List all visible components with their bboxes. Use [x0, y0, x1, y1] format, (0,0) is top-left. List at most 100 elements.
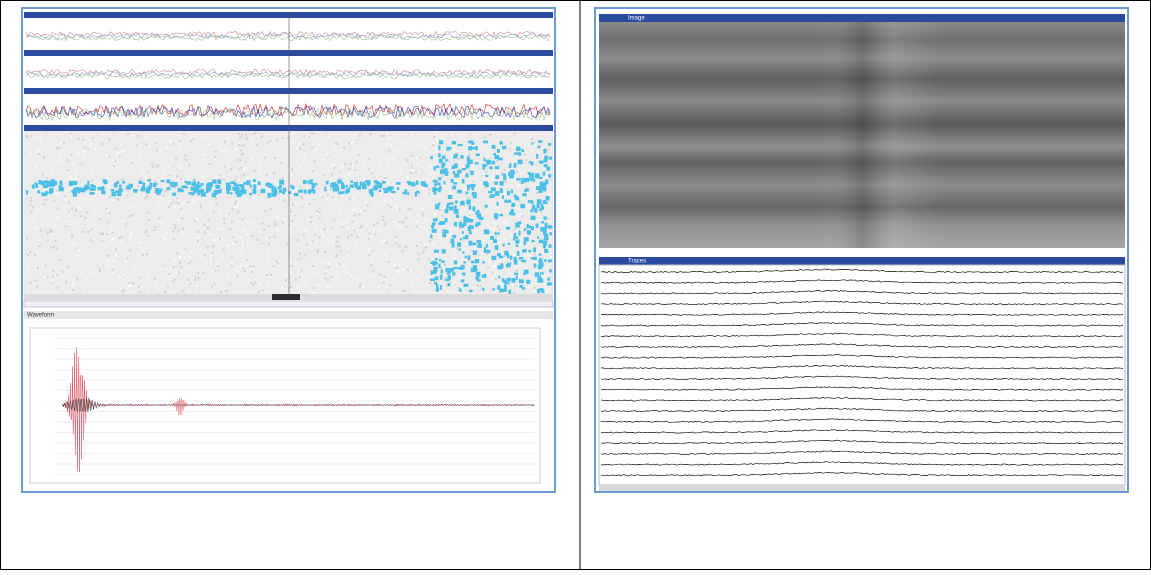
speckle [119, 184, 121, 189]
speckle [407, 269, 409, 271]
speckle [354, 206, 356, 208]
speckle [457, 242, 461, 246]
speckle [276, 280, 278, 282]
speckle [521, 165, 523, 167]
speckle [38, 245, 40, 247]
speckle [206, 228, 208, 230]
speckle [481, 240, 483, 242]
speckle [169, 140, 171, 142]
speckle [260, 160, 262, 162]
speckle [322, 196, 324, 198]
speckle [67, 270, 69, 272]
speckle [509, 163, 512, 167]
speckle [516, 148, 520, 151]
speckle [354, 214, 356, 216]
speckle [354, 244, 356, 246]
speckle [539, 253, 542, 255]
speckle [433, 180, 438, 183]
speckle [412, 261, 414, 263]
speckle [535, 173, 538, 178]
speckle [173, 221, 175, 223]
speckle [87, 148, 89, 150]
speckle [504, 239, 506, 241]
speckle [271, 139, 273, 141]
speckle [494, 213, 498, 217]
speckle [462, 273, 465, 276]
speckle [77, 153, 79, 155]
speckle [472, 206, 475, 211]
speckle [62, 271, 64, 273]
speckle [101, 143, 103, 145]
speckle [382, 215, 384, 217]
speckle [162, 290, 164, 292]
speckle [220, 291, 222, 293]
speckle [535, 272, 539, 277]
speckle [383, 188, 387, 190]
speckle [169, 174, 171, 176]
speckle [179, 206, 181, 208]
speckle [35, 166, 37, 168]
speckle [295, 263, 297, 265]
speckle [430, 156, 433, 159]
speckle [187, 201, 189, 203]
speckle [339, 250, 341, 252]
speckle [512, 278, 516, 283]
speckle [44, 276, 46, 278]
speckle [106, 265, 108, 267]
speckle [371, 192, 374, 196]
speckle [529, 161, 532, 163]
speckle [456, 214, 459, 218]
speckle [533, 257, 537, 260]
speckle [433, 136, 435, 138]
speckle [372, 169, 374, 171]
speckle [106, 221, 108, 223]
panel-title: Waveform [27, 313, 54, 319]
speckle [387, 204, 389, 206]
speckle [155, 181, 157, 183]
speckle [368, 248, 370, 250]
speckle [184, 155, 186, 157]
speckle [499, 202, 501, 204]
speckle [539, 247, 541, 249]
speckle [125, 226, 127, 228]
speckle [518, 160, 523, 165]
speckle [307, 219, 309, 221]
speckle [73, 192, 77, 197]
speckle [290, 271, 292, 273]
speckle [102, 233, 104, 235]
speckle [523, 170, 525, 172]
speckle [391, 191, 396, 193]
speckle [327, 262, 329, 264]
speckle [481, 252, 483, 254]
speckle [477, 285, 479, 287]
speckle [76, 279, 78, 281]
speckle [524, 237, 529, 241]
speckle [147, 273, 149, 275]
speckle [539, 278, 543, 283]
speckle [116, 255, 118, 257]
speckle [430, 166, 432, 168]
speckle [227, 151, 229, 153]
speckle [455, 200, 458, 203]
speckle [543, 168, 545, 170]
speckle [536, 154, 538, 159]
speckle [291, 265, 293, 267]
speckle [548, 259, 552, 262]
speckle [505, 181, 507, 183]
speckle [319, 144, 321, 146]
speckle [503, 192, 505, 194]
speckle [345, 265, 347, 267]
speckle [252, 284, 254, 286]
speckle [464, 134, 466, 136]
speckle [145, 232, 147, 234]
speckle [516, 171, 518, 173]
speckle [69, 257, 71, 259]
speckle [328, 169, 330, 171]
speckle [80, 272, 82, 274]
speckle [291, 175, 293, 177]
speckle [417, 163, 419, 165]
speckle [32, 184, 35, 188]
speckle [382, 219, 384, 221]
speckle [137, 135, 139, 137]
speckle [34, 254, 36, 256]
